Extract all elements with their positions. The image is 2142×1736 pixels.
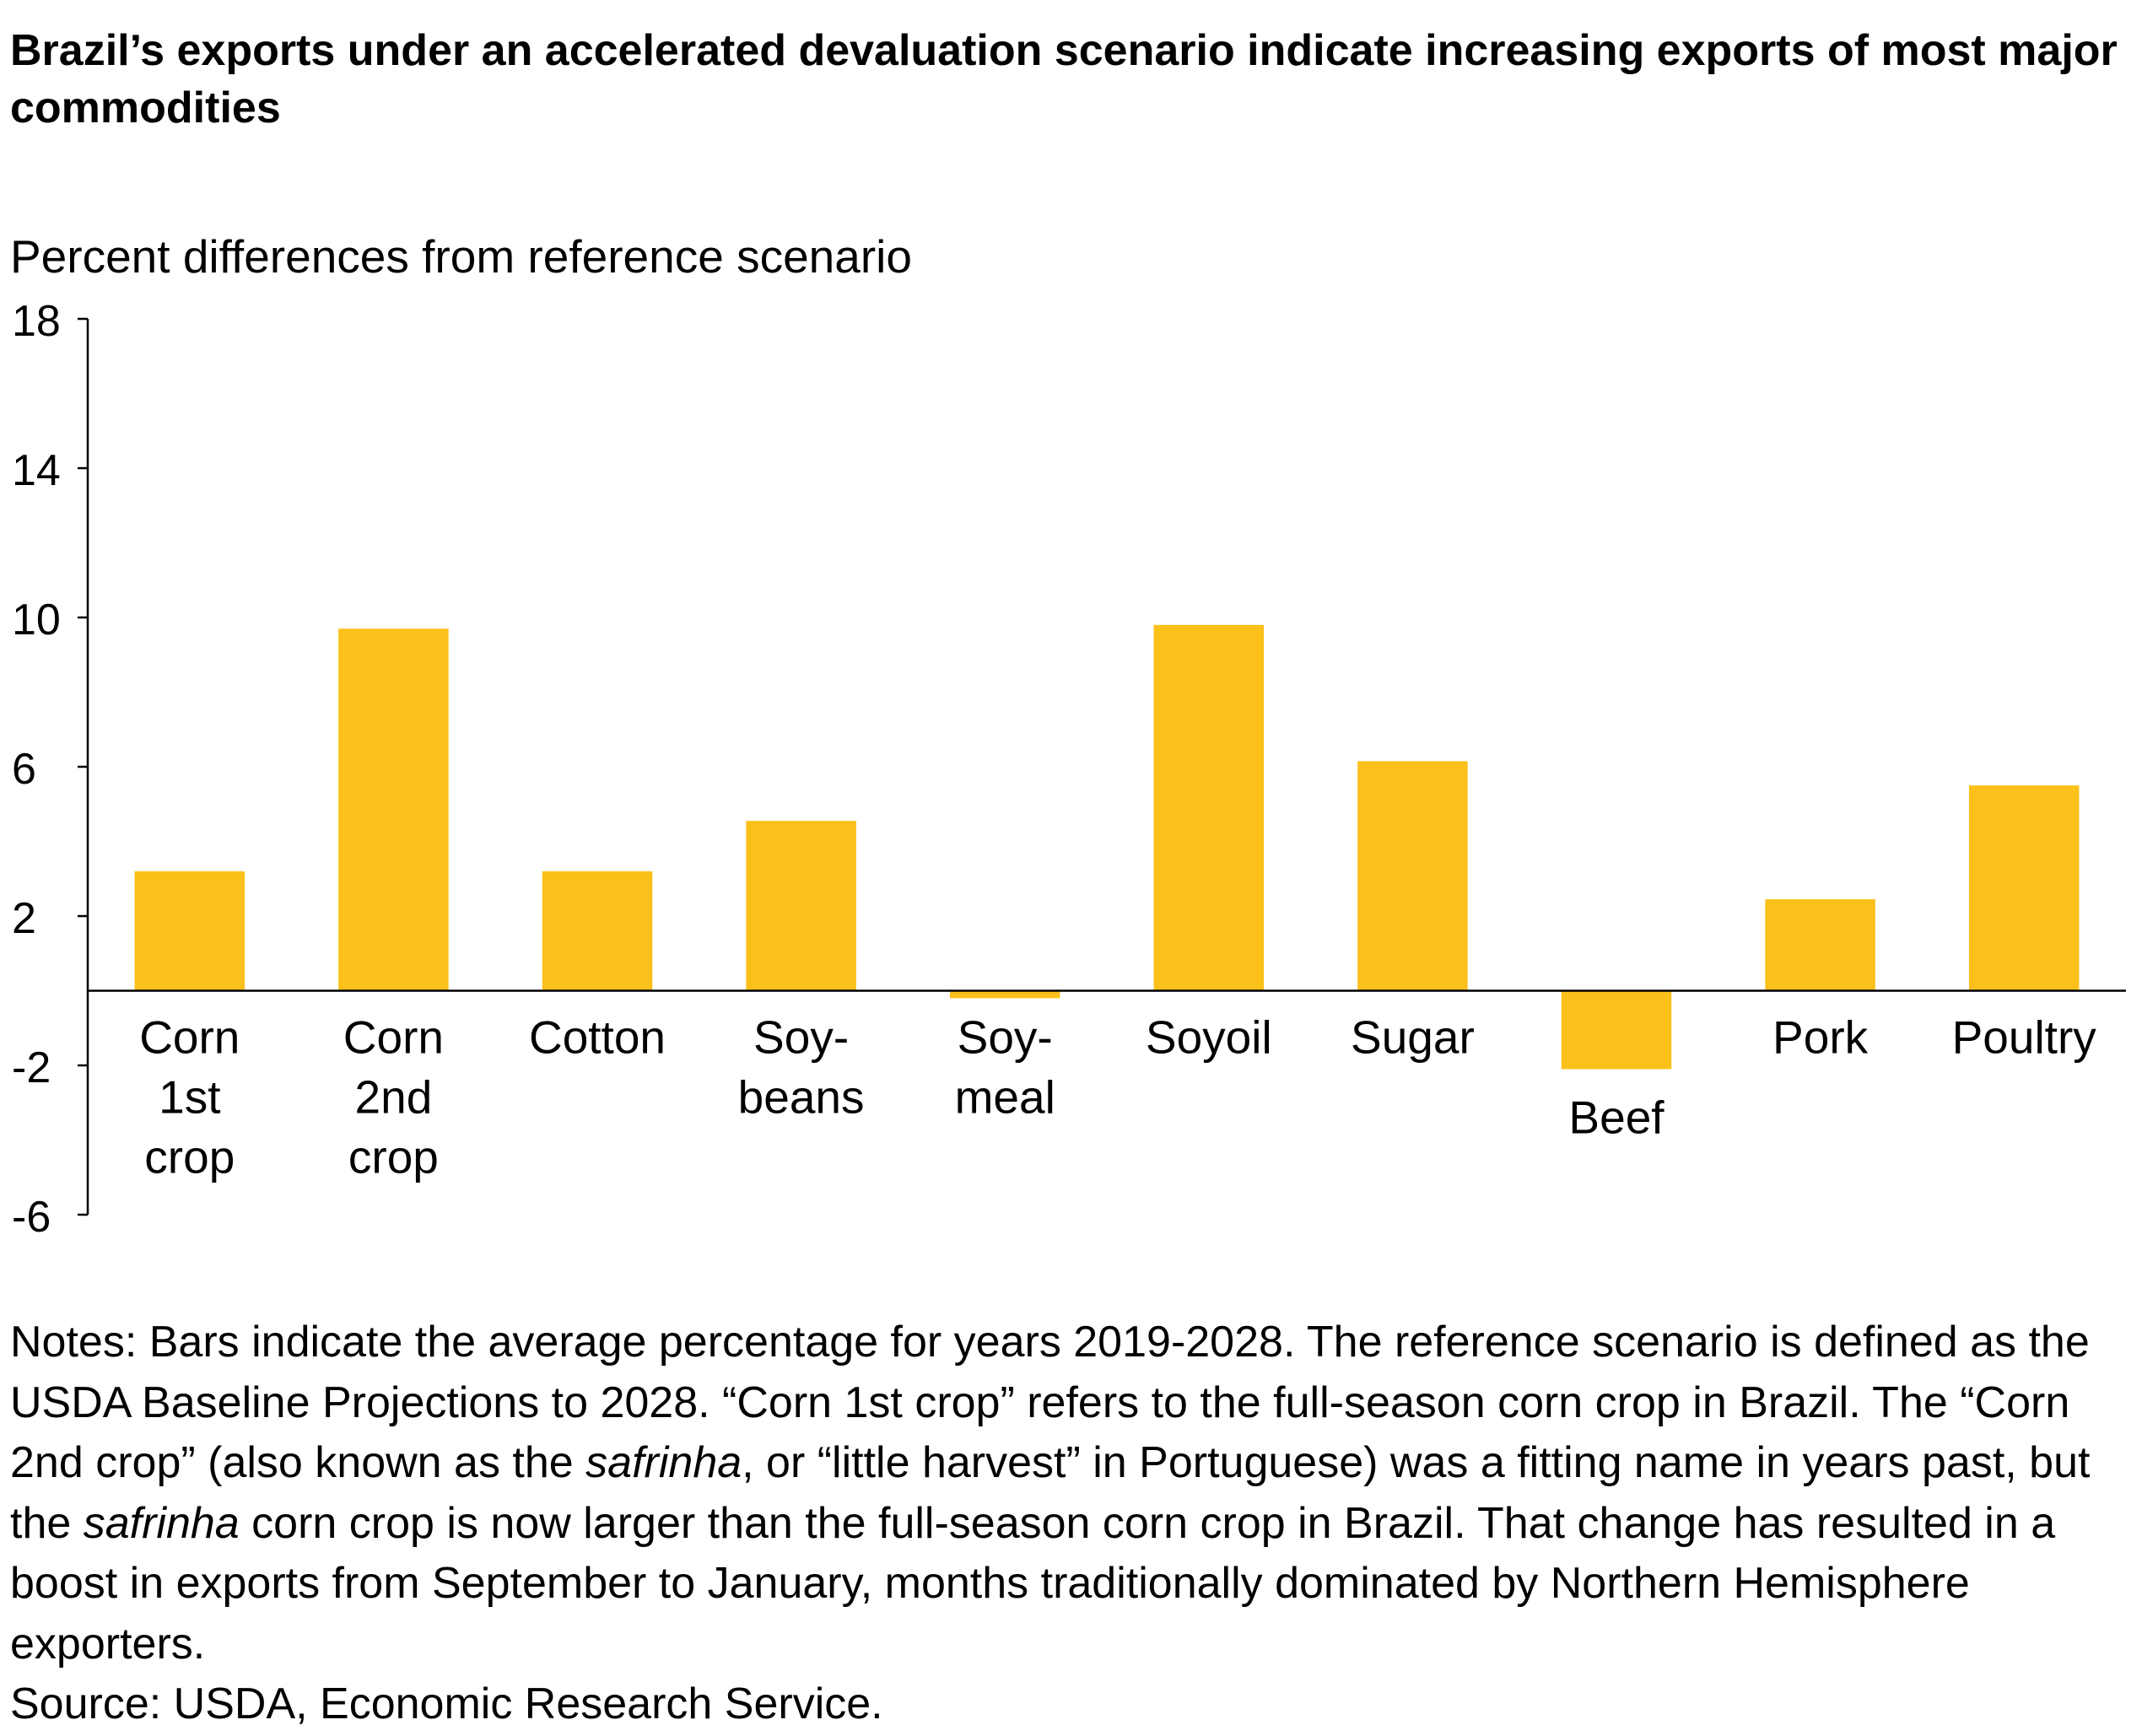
y-tick-label: 10 <box>12 596 61 644</box>
x-tick-label: Soy-meal <box>955 1011 1055 1124</box>
bar <box>746 821 856 991</box>
notes-text-3: corn crop is now larger than the full-se… <box>10 1498 2056 1669</box>
x-tick-label: Cotton <box>529 1011 666 1064</box>
bar <box>542 871 653 991</box>
bar <box>1968 785 2080 991</box>
notes-italic-1: safrinha <box>585 1438 742 1487</box>
x-axis-labels: Corn 1st crop Corn 2nd crop Cotton Soy-beans Soy… <box>139 1011 2096 1183</box>
notes: Notes: Bars indicate the average percent… <box>10 1313 2132 1735</box>
bar <box>1765 899 1875 991</box>
y-axis-label: Percent differences from reference scena… <box>10 230 912 283</box>
x-tick-label: Soyoil <box>1146 1011 1272 1064</box>
y-tick-label: -6 <box>12 1193 51 1242</box>
y-tick-label: -2 <box>12 1043 51 1092</box>
notes-italic-2: safrinha <box>83 1498 240 1548</box>
bar <box>1153 624 1265 991</box>
notes-text-2: , or “little harvest” in Portuguese) was… <box>10 1438 2091 1548</box>
y-tick-label: 6 <box>12 745 36 794</box>
y-axis: -6 -2 2 6 10 14 18 <box>12 297 89 1242</box>
x-tick-label: Sugar <box>1351 1011 1475 1064</box>
x-tick-label: Soy-beans <box>738 1011 865 1124</box>
y-tick-label: 18 <box>12 297 61 346</box>
y-tick-label: 2 <box>12 894 36 943</box>
bar <box>1357 761 1468 991</box>
bar <box>949 990 1060 999</box>
bar <box>134 871 245 991</box>
notes-text-1: Notes: Bars indicate the average percent… <box>10 1318 2090 1487</box>
bar <box>1561 990 1672 1070</box>
chart-title: Brazil’s exports under an accelerated de… <box>10 26 2118 132</box>
x-tick-label: Corn 2nd crop <box>343 1011 444 1183</box>
y-tick-label: 14 <box>12 446 61 495</box>
bar <box>338 628 449 991</box>
x-tick-label: Poultry <box>1952 1011 2097 1064</box>
x-tick-label: Pork <box>1772 1011 1869 1064</box>
x-tick-label: Corn 1st crop <box>139 1011 240 1183</box>
bar-chart: -6 -2 2 6 10 14 18 Corn 1st crop Corn 2nd crop Cotto… <box>12 297 2126 1242</box>
x-tick-label: Beef <box>1568 1091 1665 1143</box>
source: Source: USDA, Economic Research Service. <box>10 1679 883 1728</box>
bars <box>88 624 2126 1070</box>
